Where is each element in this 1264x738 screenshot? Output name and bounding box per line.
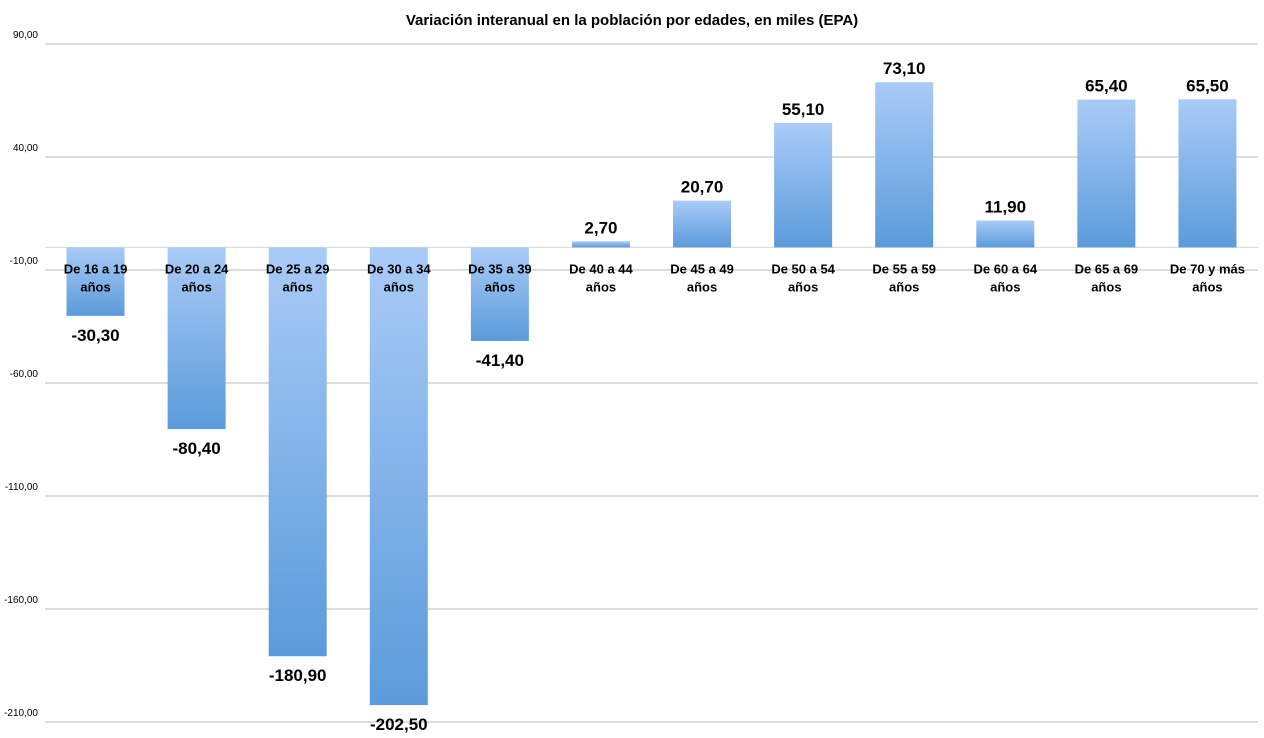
category-label: años xyxy=(384,279,414,294)
category-label: De 70 y más xyxy=(1170,261,1245,276)
bar xyxy=(976,220,1035,248)
category-label: años xyxy=(1091,279,1121,294)
bar xyxy=(66,247,125,316)
category-label: años xyxy=(586,279,616,294)
y-tick-label: -160,00 xyxy=(4,595,38,606)
category-label: años xyxy=(80,279,110,294)
bars xyxy=(66,82,1237,706)
data-label: -41,40 xyxy=(476,351,524,370)
bar xyxy=(167,247,226,430)
category-label: De 16 a 19 xyxy=(64,261,128,276)
data-label: 20,70 xyxy=(681,178,724,197)
category-label: años xyxy=(990,279,1020,294)
bar xyxy=(1077,99,1136,248)
bar xyxy=(369,247,428,706)
y-tick-label: -210,00 xyxy=(4,708,38,719)
category-label: De 55 a 59 xyxy=(872,261,936,276)
category-label: años xyxy=(283,279,313,294)
category-label: De 25 a 29 xyxy=(266,261,330,276)
category-label: De 20 a 24 xyxy=(165,261,229,276)
category-label: De 60 a 64 xyxy=(973,261,1037,276)
category-label: De 30 a 34 xyxy=(367,261,431,276)
y-tick-label: -60,00 xyxy=(10,369,39,380)
category-label: años xyxy=(1192,279,1222,294)
data-label: 65,50 xyxy=(1186,76,1229,95)
labels: De 16 a 19 años -30,30 De 20 a 24 años -80,40… xyxy=(64,59,1245,734)
data-label: -30,30 xyxy=(71,326,119,345)
bar xyxy=(268,247,327,657)
bar xyxy=(673,200,732,248)
data-label: 2,70 xyxy=(584,218,617,237)
data-label: -202,50 xyxy=(370,715,428,734)
data-label: 73,10 xyxy=(883,59,926,78)
y-tick-label: -10,00 xyxy=(10,256,39,267)
category-label: De 45 a 49 xyxy=(670,261,734,276)
data-label: 11,90 xyxy=(984,198,1026,217)
category-label: años xyxy=(485,279,515,294)
data-label: -80,40 xyxy=(173,439,221,458)
category-label: De 65 a 69 xyxy=(1075,261,1139,276)
category-label: años xyxy=(889,279,919,294)
bar xyxy=(875,82,934,248)
y-tick-label: -110,00 xyxy=(5,482,39,493)
data-label: 65,40 xyxy=(1085,77,1128,96)
bar xyxy=(571,241,630,248)
gridlines: 90,00 40,00 -10,00 -60,00 -110,00 -160,00 -210… xyxy=(4,30,1258,723)
category-label: De 40 a 44 xyxy=(569,261,633,276)
bar xyxy=(1178,99,1237,248)
y-tick-label: 40,00 xyxy=(13,143,38,154)
data-label: -180,90 xyxy=(269,666,327,685)
chart-title: Variación interanual en la población por… xyxy=(406,12,858,29)
category-label: años xyxy=(788,279,818,294)
y-tick-label: 90,00 xyxy=(13,30,38,41)
bar xyxy=(774,122,833,248)
bar xyxy=(470,247,529,341)
category-label: años xyxy=(687,279,717,294)
category-label: años xyxy=(181,279,211,294)
category-label: De 35 a 39 xyxy=(468,261,532,276)
category-label: De 50 a 54 xyxy=(771,261,835,276)
data-label: 55,10 xyxy=(782,100,825,119)
